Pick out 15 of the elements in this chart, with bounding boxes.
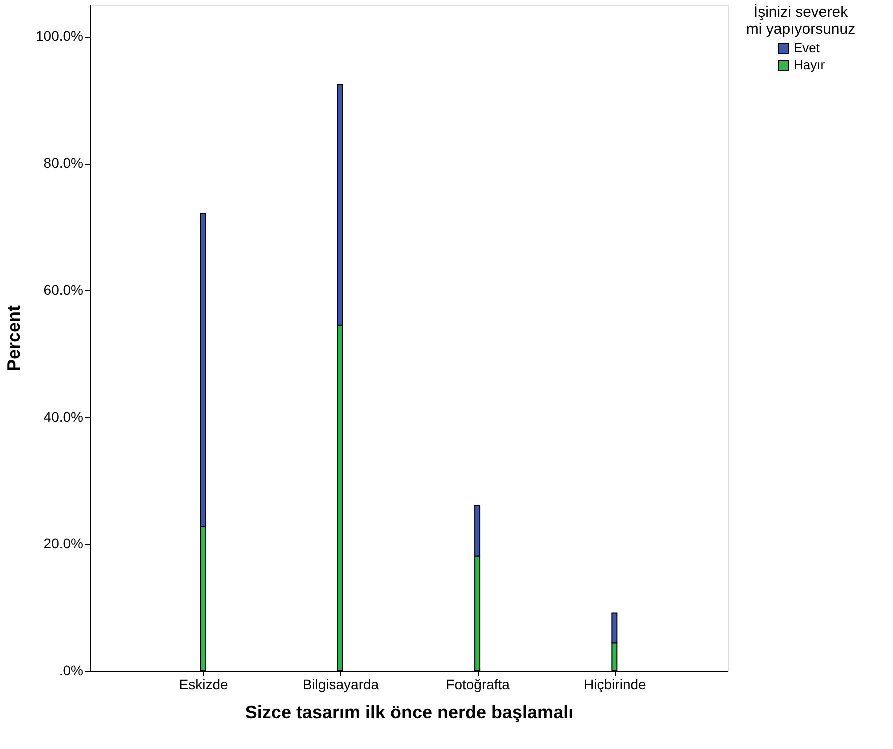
y-tick-label: .0% xyxy=(59,662,84,678)
x-tick-label: Bilgisayarda xyxy=(302,676,380,692)
x-tick-label: Fotoğrafta xyxy=(446,676,510,692)
legend-label: Evet xyxy=(794,40,820,56)
y-tick-label: 40.0% xyxy=(44,408,84,425)
x-axis-title: Sizce tasarım ilk önce nerde başlamalı xyxy=(245,702,574,722)
legend-label: Hayır xyxy=(794,58,826,72)
y-tick-label: 100.0% xyxy=(36,28,84,44)
y-tick-label: 80.0% xyxy=(44,155,84,172)
x-tick-label: Eskizde xyxy=(179,676,229,692)
x-tick-label: Hiçbirinde xyxy=(584,676,647,692)
y-tick-label: 20.0% xyxy=(44,536,84,552)
y-axis-title: Percent xyxy=(4,305,24,372)
y-tick-label: 60.0% xyxy=(44,282,84,298)
legend-title: İşinizi severek mi yapıyorsunuz xyxy=(746,3,856,38)
